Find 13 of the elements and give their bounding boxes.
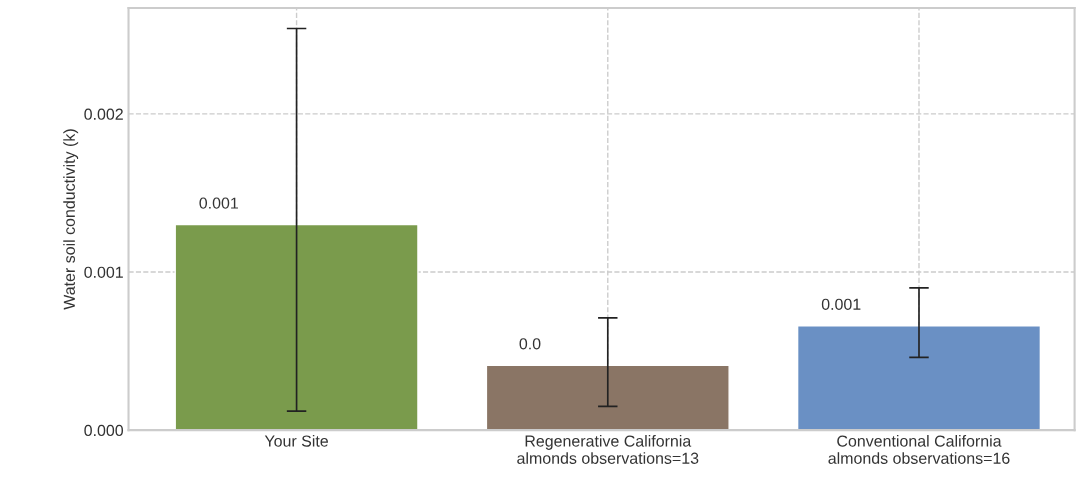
data-label: 0.001 xyxy=(821,298,861,310)
y-axis-title: Water soil conductivity (k) xyxy=(63,129,79,310)
x-tick-label: Your Site xyxy=(264,435,328,447)
data-label: 0.0 xyxy=(519,338,541,350)
data-label: 0.001 xyxy=(199,197,238,209)
x-tick-label: Regenerative California almonds observations=13 xyxy=(517,435,699,464)
bar xyxy=(485,364,730,431)
bar xyxy=(796,325,1042,431)
y-tick-label: 0.000 xyxy=(84,424,124,437)
y-tick-label: 0.001 xyxy=(84,266,123,278)
bar xyxy=(174,223,419,431)
x-tick-label: Conventional California almonds observations=16 xyxy=(828,435,1010,464)
y-tick-label: 0.002 xyxy=(84,108,123,120)
